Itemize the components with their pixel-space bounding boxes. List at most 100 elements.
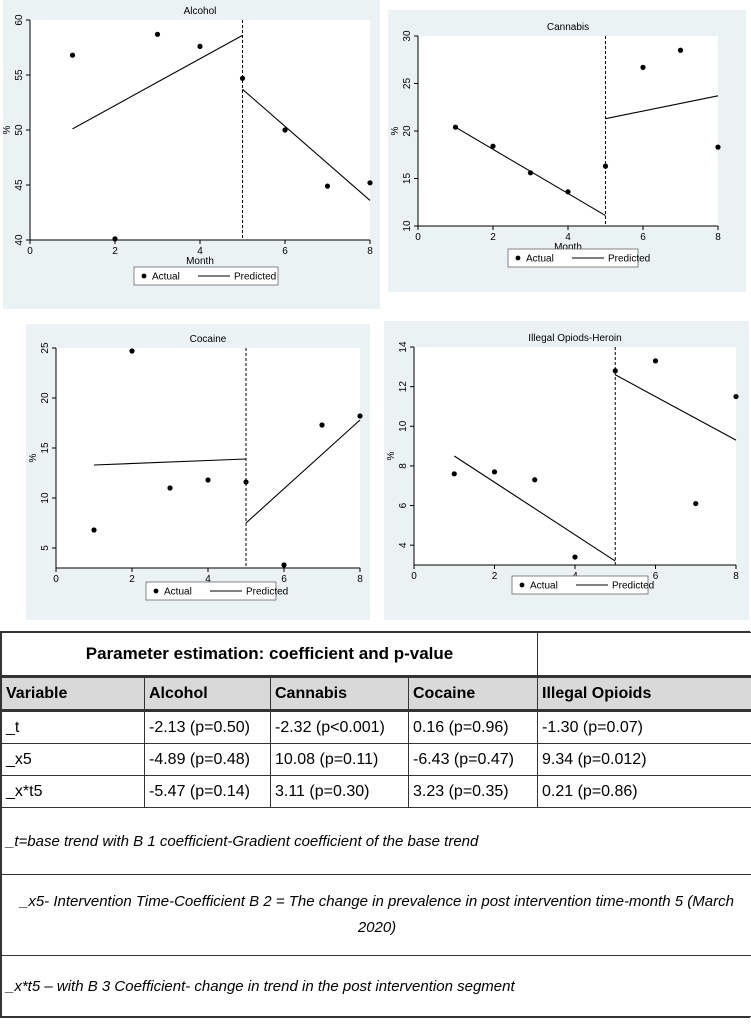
y-tick-label: 10 — [402, 220, 413, 232]
y-tick-label: 10 — [40, 492, 51, 504]
x-tick-label: 0 — [415, 232, 421, 243]
header-alcohol: Alcohol — [144, 675, 271, 712]
x-tick-label: 4 — [197, 246, 203, 257]
x-axis-label: Month — [186, 256, 214, 267]
actual-point — [532, 477, 538, 483]
y-tick-label: 14 — [398, 341, 409, 353]
table-header-row: Variable Alcohol Cannabis Cocaine Illega… — [1, 675, 751, 712]
note-row: _x*t5 – with B 3 Coefficient- change in … — [1, 955, 751, 1017]
x-tick-label: 8 — [715, 232, 721, 243]
y-tick-label: 25 — [402, 78, 413, 90]
panel-opioids: Illegal Opiods-Heroin02468468101214Month… — [384, 321, 749, 620]
y-tick-label: 60 — [14, 14, 25, 26]
y-axis-label: % — [386, 451, 397, 460]
actual-point — [243, 479, 249, 485]
actual-point — [239, 75, 246, 81]
actual-point — [367, 180, 373, 186]
x-tick-label: 0 — [27, 246, 33, 257]
chart-title: Alcohol — [184, 6, 217, 17]
legend-predicted-label: Predicted — [608, 254, 650, 265]
legend-actual-label: Actual — [526, 254, 554, 265]
x-tick-label: 2 — [129, 574, 135, 585]
y-tick-label: 5 — [40, 545, 51, 551]
actual-point — [205, 477, 211, 483]
legend-actual-label: Actual — [164, 587, 192, 598]
table-cell: -2.32 (p<0.001) — [270, 710, 409, 744]
actual-point — [652, 358, 659, 364]
y-axis-label: % — [28, 453, 39, 462]
legend-actual-marker — [519, 582, 525, 588]
predicted-line — [245, 419, 361, 524]
actual-point — [452, 124, 459, 130]
chart-cannabis: Cannabis 0 2 4 6 8 10 15 20 25 30 Month% Actual Predi… — [390, 22, 721, 268]
x-tick-label: 8 — [733, 571, 739, 582]
chart-opioids: Illegal Opiods-Heroin02468468101214Month… — [386, 333, 739, 595]
y-tick-label: 30 — [402, 30, 413, 42]
x-tick-label: 2 — [490, 232, 496, 243]
table-cell: -4.89 (p=0.48) — [144, 743, 271, 776]
header-cocaine: Cocaine — [408, 675, 538, 712]
table-row: _t -2.13 (p=0.50) -2.32 (p<0.001) 0.16 (… — [1, 710, 751, 744]
predicted-line — [614, 374, 737, 441]
y-tick-label: 4 — [398, 542, 409, 548]
table-cell: 3.11 (p=0.30) — [270, 775, 409, 808]
plot-area — [56, 348, 360, 568]
x-tick-label: 2 — [492, 571, 498, 582]
table-cell: -6.43 (p=0.47) — [408, 743, 538, 776]
predicted-line — [242, 88, 371, 201]
table-cell: _t — [1, 710, 145, 744]
legend-predicted-label: Predicted — [246, 587, 288, 598]
legend-actual-label: Actual — [530, 581, 558, 592]
header-variable: Variable — [1, 675, 145, 712]
predicted-line — [453, 455, 616, 562]
y-tick-label: 45 — [14, 179, 25, 191]
table-title: Parameter estimation: coefficient and p-… — [1, 632, 538, 677]
legend-actual-label: Actual — [152, 272, 180, 283]
panel-cannabis: Cannabis 0 2 4 6 8 10 15 20 25 30 Month% Actual Predi… — [388, 10, 746, 292]
actual-point — [451, 471, 457, 477]
header-opioids: Illegal Opioids — [537, 675, 751, 712]
chart-title: Illegal Opiods-Heroin — [528, 333, 621, 344]
y-tick-label: 25 — [40, 342, 51, 354]
x-tick-label: 4 — [205, 574, 211, 585]
legend-predicted-label: Predicted — [234, 272, 276, 283]
actual-point — [677, 47, 684, 53]
actual-point — [565, 189, 571, 195]
plot-area — [414, 347, 736, 565]
note-trend-change: _x*t5 – with B 3 Coefficient- change in … — [1, 955, 751, 1017]
x-tick-label: 6 — [281, 574, 287, 585]
chart-title: Cannabis — [547, 22, 589, 33]
actual-point — [490, 143, 496, 149]
actual-point — [572, 554, 578, 560]
panel-alcohol: Alcohol 0 2 4 6 8 40 45 50 55 60 Month% Actual Predic… — [3, 0, 380, 309]
chart-alcohol: Alcohol 0 2 4 6 8 40 45 50 55 60 Month% Actual Predic… — [3, 6, 373, 286]
note-row: _t=base trend with B 1 coefficient-Gradi… — [1, 807, 751, 875]
table-cell: 3.23 (p=0.35) — [408, 775, 538, 808]
table-cell: 0.21 (p=0.86) — [537, 775, 751, 808]
actual-point — [612, 368, 618, 374]
legend-actual-marker — [515, 255, 521, 261]
y-tick-label: 6 — [398, 502, 409, 508]
table-cell: _x*t5 — [1, 775, 145, 808]
note-base-trend: _t=base trend with B 1 coefficient-Gradi… — [1, 807, 751, 875]
actual-point — [733, 393, 739, 400]
actual-point — [197, 43, 203, 50]
actual-point — [282, 127, 288, 133]
table-cell: 10.08 (p=0.11) — [270, 743, 409, 776]
actual-point — [112, 236, 118, 242]
plot-area — [30, 20, 370, 240]
y-tick-label: 12 — [398, 381, 409, 393]
actual-point — [527, 170, 534, 176]
y-axis-label: % — [390, 126, 401, 135]
actual-point — [281, 562, 287, 568]
note-intervention: _x5- Intervention Time-Coefficient B 2 =… — [1, 874, 751, 956]
y-tick-label: 50 — [14, 124, 25, 136]
y-tick-label: 15 — [40, 442, 51, 454]
predicted-line — [93, 458, 247, 466]
actual-point — [69, 52, 76, 58]
table-cell: _x5 — [1, 743, 145, 776]
actual-point — [129, 348, 135, 354]
panel-cocaine: Cocaine02468510152025Month%ActualPredict… — [26, 324, 370, 620]
x-tick-label: 6 — [640, 232, 646, 243]
y-tick-label: 55 — [14, 69, 25, 81]
